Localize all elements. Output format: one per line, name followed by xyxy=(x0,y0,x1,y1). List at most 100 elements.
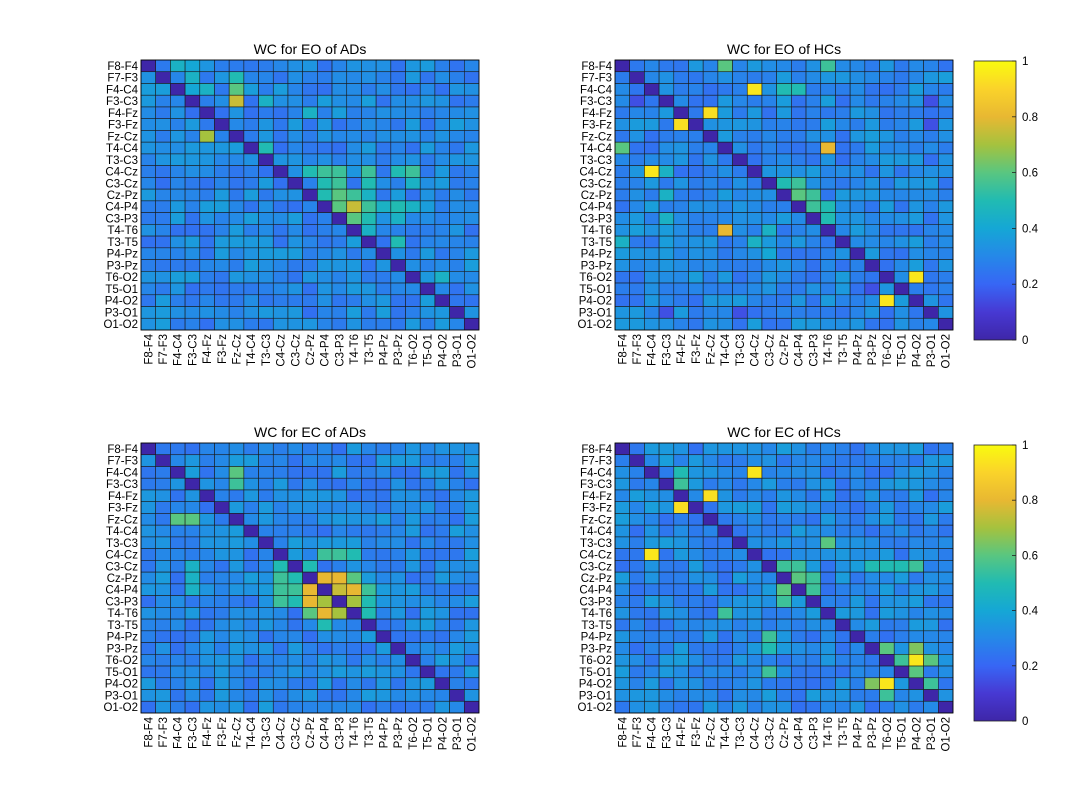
heatmap-cell xyxy=(228,165,245,178)
y-tick-label: F3-C3 xyxy=(580,479,612,491)
heatmap-cell xyxy=(287,442,303,456)
heatmap-cell xyxy=(361,454,377,467)
heatmap-cell xyxy=(658,130,675,143)
heatmap-cell xyxy=(923,71,939,84)
heatmap-cell xyxy=(923,282,939,296)
heatmap-cell xyxy=(908,130,924,143)
heatmap-cell xyxy=(199,595,215,608)
heatmap-cell xyxy=(835,618,851,632)
heatmap-cell xyxy=(761,141,777,155)
heatmap-cell xyxy=(390,141,406,155)
heatmap-cell xyxy=(228,294,245,307)
heatmap-cell xyxy=(258,607,274,620)
heatmap-cell xyxy=(732,282,748,296)
heatmap-cell xyxy=(287,536,303,549)
heatmap-cell xyxy=(746,642,763,655)
heatmap-cell xyxy=(864,524,880,538)
heatmap-cell xyxy=(228,200,245,213)
heatmap-cell xyxy=(361,595,377,608)
heatmap-cell xyxy=(375,317,392,331)
heatmap-cell xyxy=(258,188,274,202)
heatmap-cell xyxy=(820,513,836,526)
x-tick-label: F8-F4 xyxy=(617,333,629,364)
heatmap-cell xyxy=(732,607,748,620)
heatmap-cell xyxy=(746,665,763,679)
heatmap-cell xyxy=(864,59,880,73)
heatmap-cell xyxy=(405,571,421,585)
heatmap-cell xyxy=(908,489,924,502)
heatmap-panel-3: WC for EC of ADsF8-F4F7-F3F4-C4F3-C3F4-F… xyxy=(103,424,480,752)
heatmap-cell xyxy=(791,165,807,178)
heatmap-cell xyxy=(820,94,836,108)
heatmap-cell xyxy=(893,677,910,690)
heatmap-cell xyxy=(317,513,333,526)
heatmap-cell xyxy=(272,59,289,73)
heatmap-cell xyxy=(835,94,851,108)
heatmap-cell xyxy=(688,454,704,467)
heatmap-cell xyxy=(746,141,763,155)
heatmap-cell xyxy=(302,247,318,260)
heatmap-cell xyxy=(463,130,480,143)
heatmap-cell xyxy=(375,235,392,249)
heatmap-cell xyxy=(673,153,689,166)
heatmap-cell xyxy=(155,177,171,190)
heatmap-cell xyxy=(717,595,733,608)
heatmap-cell xyxy=(463,153,480,166)
heatmap-cell xyxy=(258,618,274,632)
heatmap-cell xyxy=(243,200,259,213)
heatmap-cell xyxy=(214,466,230,479)
heatmap-cell xyxy=(879,294,895,307)
heatmap-cell xyxy=(287,94,303,108)
heatmap-cell xyxy=(449,188,465,202)
heatmap-cell xyxy=(776,454,792,467)
heatmap-cell xyxy=(702,571,719,585)
heatmap-cell xyxy=(199,235,215,249)
heatmap-cell xyxy=(791,454,807,467)
heatmap-cell xyxy=(673,501,689,514)
heatmap-cell xyxy=(658,141,675,155)
heatmap-cell xyxy=(361,466,377,479)
heatmap-cell xyxy=(923,583,939,596)
heatmap-cell xyxy=(644,59,660,73)
heatmap-cell xyxy=(184,513,201,526)
heatmap-cell xyxy=(776,83,792,96)
heatmap-cell xyxy=(746,513,763,526)
heatmap-cell xyxy=(214,294,230,307)
heatmap-cell xyxy=(184,607,201,620)
heatmap-cell xyxy=(849,513,866,526)
heatmap-cell xyxy=(449,524,465,538)
heatmap-cell xyxy=(849,454,866,467)
heatmap-cell xyxy=(346,618,362,632)
heatmap-cell xyxy=(937,247,954,260)
heatmap-cell xyxy=(629,501,645,514)
heatmap-cell xyxy=(893,595,910,608)
heatmap-cell xyxy=(449,177,465,190)
heatmap-cell xyxy=(199,477,215,491)
x-tick-label: P4-Pz xyxy=(852,717,864,749)
heatmap-cell xyxy=(463,165,480,178)
heatmap-cell xyxy=(614,689,630,702)
heatmap-cell xyxy=(434,59,450,73)
heatmap-cell xyxy=(629,642,645,655)
heatmap-cell xyxy=(688,618,704,632)
heatmap-cell xyxy=(614,665,630,679)
heatmap-cell xyxy=(908,642,924,655)
heatmap-cell xyxy=(463,259,480,272)
heatmap-cell xyxy=(893,524,910,538)
heatmap-cell xyxy=(214,270,230,284)
heatmap-cell xyxy=(449,130,465,143)
heatmap-cell xyxy=(849,536,866,549)
heatmap-cell xyxy=(776,477,792,491)
heatmap-cell xyxy=(170,548,186,561)
heatmap-cell xyxy=(673,466,689,479)
heatmap-cell xyxy=(820,130,836,143)
heatmap-cell xyxy=(390,188,406,202)
heatmap-cell xyxy=(614,607,630,620)
heatmap-cell xyxy=(449,700,465,714)
heatmap-cell xyxy=(614,130,630,143)
heatmap-cell xyxy=(776,130,792,143)
heatmap-cell xyxy=(155,677,171,690)
heatmap-cell xyxy=(835,71,851,84)
heatmap-cell xyxy=(776,294,792,307)
heatmap-cell xyxy=(893,188,910,202)
